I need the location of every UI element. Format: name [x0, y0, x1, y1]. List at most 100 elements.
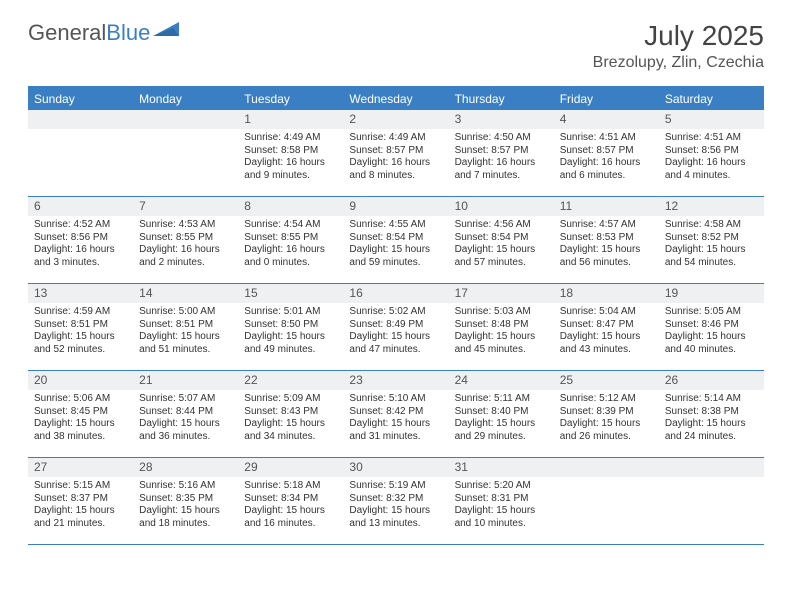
day-body: Sunrise: 5:05 AMSunset: 8:46 PMDaylight:… — [659, 303, 764, 362]
sunset-line: Sunset: 8:40 PM — [455, 406, 548, 419]
day-number: 11 — [554, 197, 659, 216]
sunrise-line: Sunrise: 5:16 AM — [139, 480, 232, 493]
day-body: Sunrise: 4:52 AMSunset: 8:56 PMDaylight:… — [28, 216, 133, 275]
calendar-day: 22Sunrise: 5:09 AMSunset: 8:43 PMDayligh… — [238, 371, 343, 457]
sunset-line: Sunset: 8:51 PM — [139, 319, 232, 332]
sunrise-line: Sunrise: 4:56 AM — [455, 219, 548, 232]
sunset-line: Sunset: 8:45 PM — [34, 406, 127, 419]
calendar-week: 27Sunrise: 5:15 AMSunset: 8:37 PMDayligh… — [28, 458, 764, 545]
sunrise-line: Sunrise: 5:07 AM — [139, 393, 232, 406]
day-number: 25 — [554, 371, 659, 390]
sunrise-line: Sunrise: 4:53 AM — [139, 219, 232, 232]
location: Brezolupy, Zlin, Czechia — [593, 54, 764, 72]
sunrise-line: Sunrise: 5:20 AM — [455, 480, 548, 493]
day-header: Friday — [554, 88, 659, 110]
day-number: 13 — [28, 284, 133, 303]
sunrise-line: Sunrise: 5:11 AM — [455, 393, 548, 406]
day-number: 4 — [554, 110, 659, 129]
calendar-header-row: SundayMondayTuesdayWednesdayThursdayFrid… — [28, 88, 764, 110]
daylight-line: Daylight: 15 hours and 16 minutes. — [244, 505, 337, 530]
day-body: Sunrise: 5:11 AMSunset: 8:40 PMDaylight:… — [449, 390, 554, 449]
calendar-day: 28Sunrise: 5:16 AMSunset: 8:35 PMDayligh… — [133, 458, 238, 544]
month-title: July 2025 — [593, 20, 764, 52]
calendar-day: 20Sunrise: 5:06 AMSunset: 8:45 PMDayligh… — [28, 371, 133, 457]
sunset-line: Sunset: 8:37 PM — [34, 493, 127, 506]
daylight-line: Daylight: 15 hours and 29 minutes. — [455, 418, 548, 443]
sunset-line: Sunset: 8:42 PM — [349, 406, 442, 419]
calendar-week: 6Sunrise: 4:52 AMSunset: 8:56 PMDaylight… — [28, 197, 764, 284]
daylight-line: Daylight: 15 hours and 24 minutes. — [665, 418, 758, 443]
day-body: Sunrise: 5:04 AMSunset: 8:47 PMDaylight:… — [554, 303, 659, 362]
day-body: Sunrise: 5:12 AMSunset: 8:39 PMDaylight:… — [554, 390, 659, 449]
sunset-line: Sunset: 8:51 PM — [34, 319, 127, 332]
calendar-week: 20Sunrise: 5:06 AMSunset: 8:45 PMDayligh… — [28, 371, 764, 458]
day-body: Sunrise: 5:06 AMSunset: 8:45 PMDaylight:… — [28, 390, 133, 449]
daylight-line: Daylight: 16 hours and 4 minutes. — [665, 157, 758, 182]
calendar-day: 31Sunrise: 5:20 AMSunset: 8:31 PMDayligh… — [449, 458, 554, 544]
sunset-line: Sunset: 8:48 PM — [455, 319, 548, 332]
day-body: Sunrise: 4:57 AMSunset: 8:53 PMDaylight:… — [554, 216, 659, 275]
brand-part2: Blue — [106, 20, 150, 46]
calendar-day: 13Sunrise: 4:59 AMSunset: 8:51 PMDayligh… — [28, 284, 133, 370]
daylight-line: Daylight: 15 hours and 10 minutes. — [455, 505, 548, 530]
daylight-line: Daylight: 15 hours and 47 minutes. — [349, 331, 442, 356]
calendar-day: 3Sunrise: 4:50 AMSunset: 8:57 PMDaylight… — [449, 110, 554, 196]
daylight-line: Daylight: 15 hours and 26 minutes. — [560, 418, 653, 443]
sunrise-line: Sunrise: 5:04 AM — [560, 306, 653, 319]
day-number — [133, 110, 238, 129]
day-number: 26 — [659, 371, 764, 390]
daylight-line: Daylight: 16 hours and 2 minutes. — [139, 244, 232, 269]
sunset-line: Sunset: 8:57 PM — [560, 145, 653, 158]
day-body: Sunrise: 4:51 AMSunset: 8:56 PMDaylight:… — [659, 129, 764, 188]
sunrise-line: Sunrise: 5:14 AM — [665, 393, 758, 406]
sunrise-line: Sunrise: 4:51 AM — [665, 132, 758, 145]
sunrise-line: Sunrise: 4:49 AM — [244, 132, 337, 145]
logo-triangle-icon — [153, 20, 179, 46]
calendar-day: 24Sunrise: 5:11 AMSunset: 8:40 PMDayligh… — [449, 371, 554, 457]
day-body: Sunrise: 5:15 AMSunset: 8:37 PMDaylight:… — [28, 477, 133, 536]
day-body: Sunrise: 4:49 AMSunset: 8:58 PMDaylight:… — [238, 129, 343, 188]
sunrise-line: Sunrise: 5:19 AM — [349, 480, 442, 493]
day-header: Saturday — [659, 88, 764, 110]
day-body: Sunrise: 5:07 AMSunset: 8:44 PMDaylight:… — [133, 390, 238, 449]
day-body: Sunrise: 4:49 AMSunset: 8:57 PMDaylight:… — [343, 129, 448, 188]
day-number: 5 — [659, 110, 764, 129]
day-body: Sunrise: 5:03 AMSunset: 8:48 PMDaylight:… — [449, 303, 554, 362]
sunrise-line: Sunrise: 5:06 AM — [34, 393, 127, 406]
calendar-day: 23Sunrise: 5:10 AMSunset: 8:42 PMDayligh… — [343, 371, 448, 457]
calendar-day: 26Sunrise: 5:14 AMSunset: 8:38 PMDayligh… — [659, 371, 764, 457]
daylight-line: Daylight: 15 hours and 59 minutes. — [349, 244, 442, 269]
calendar-day: 10Sunrise: 4:56 AMSunset: 8:54 PMDayligh… — [449, 197, 554, 283]
day-body: Sunrise: 4:58 AMSunset: 8:52 PMDaylight:… — [659, 216, 764, 275]
calendar-day: 8Sunrise: 4:54 AMSunset: 8:55 PMDaylight… — [238, 197, 343, 283]
calendar-day: 6Sunrise: 4:52 AMSunset: 8:56 PMDaylight… — [28, 197, 133, 283]
calendar-day: 1Sunrise: 4:49 AMSunset: 8:58 PMDaylight… — [238, 110, 343, 196]
sunrise-line: Sunrise: 4:57 AM — [560, 219, 653, 232]
sunrise-line: Sunrise: 5:09 AM — [244, 393, 337, 406]
sunset-line: Sunset: 8:56 PM — [34, 232, 127, 245]
day-number: 30 — [343, 458, 448, 477]
daylight-line: Daylight: 15 hours and 49 minutes. — [244, 331, 337, 356]
sunset-line: Sunset: 8:57 PM — [349, 145, 442, 158]
day-number: 12 — [659, 197, 764, 216]
daylight-line: Daylight: 16 hours and 3 minutes. — [34, 244, 127, 269]
daylight-line: Daylight: 15 hours and 21 minutes. — [34, 505, 127, 530]
calendar-day: 15Sunrise: 5:01 AMSunset: 8:50 PMDayligh… — [238, 284, 343, 370]
calendar-day — [554, 458, 659, 544]
day-body — [659, 477, 764, 486]
calendar-day: 16Sunrise: 5:02 AMSunset: 8:49 PMDayligh… — [343, 284, 448, 370]
day-body: Sunrise: 4:54 AMSunset: 8:55 PMDaylight:… — [238, 216, 343, 275]
day-body: Sunrise: 5:09 AMSunset: 8:43 PMDaylight:… — [238, 390, 343, 449]
sunrise-line: Sunrise: 4:55 AM — [349, 219, 442, 232]
calendar-day: 4Sunrise: 4:51 AMSunset: 8:57 PMDaylight… — [554, 110, 659, 196]
daylight-line: Daylight: 15 hours and 57 minutes. — [455, 244, 548, 269]
day-header: Sunday — [28, 88, 133, 110]
sunrise-line: Sunrise: 5:03 AM — [455, 306, 548, 319]
day-number: 31 — [449, 458, 554, 477]
day-body: Sunrise: 4:55 AMSunset: 8:54 PMDaylight:… — [343, 216, 448, 275]
calendar-day: 21Sunrise: 5:07 AMSunset: 8:44 PMDayligh… — [133, 371, 238, 457]
day-body: Sunrise: 5:02 AMSunset: 8:49 PMDaylight:… — [343, 303, 448, 362]
day-number: 29 — [238, 458, 343, 477]
sunrise-line: Sunrise: 4:49 AM — [349, 132, 442, 145]
calendar-day — [659, 458, 764, 544]
